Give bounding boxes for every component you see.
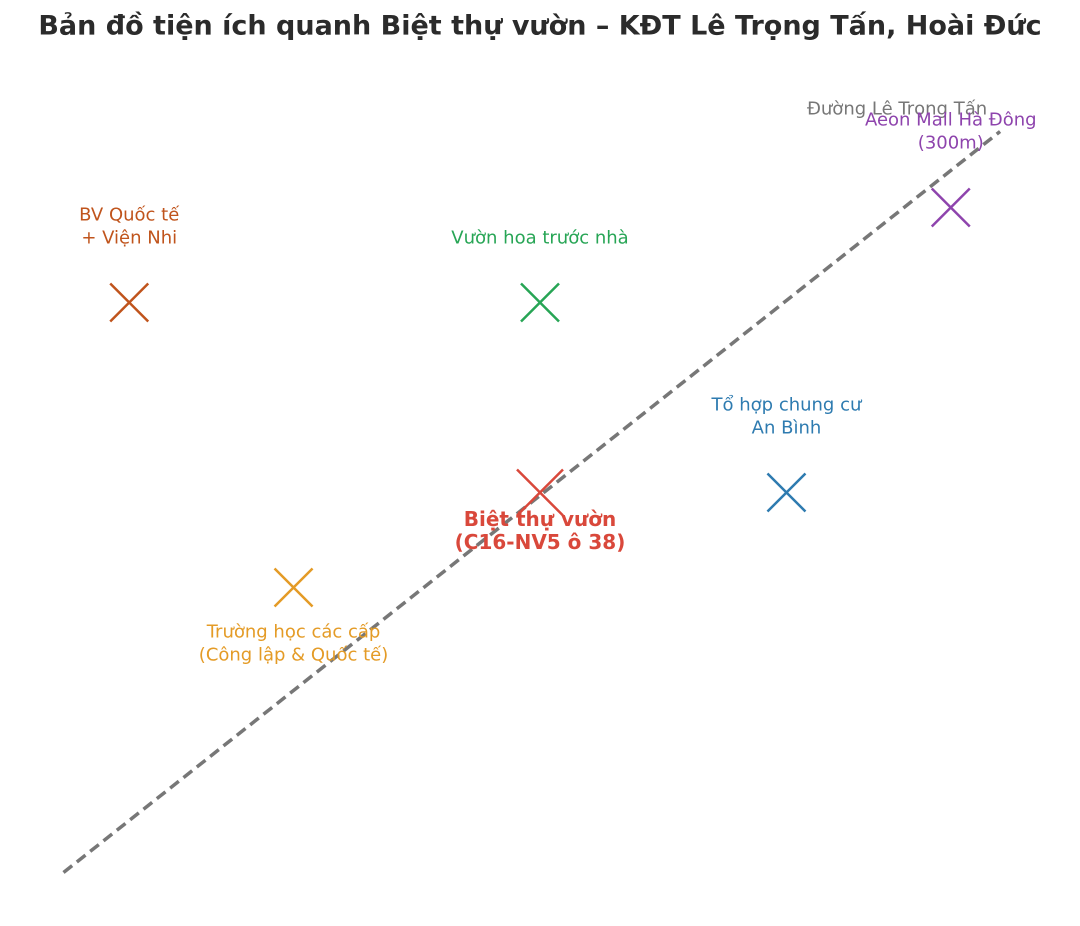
marker [930, 187, 971, 228]
point-label: (300m) [918, 133, 984, 154]
chart-title: Bản đồ tiện ích quanh Biệt thự vườn – KĐ… [38, 11, 1041, 42]
point-label: Biệt thự vườn [464, 507, 616, 531]
point-label: An Bình [752, 418, 822, 439]
point-label: Tổ hợp chung cư [711, 395, 863, 416]
point-label: BV Quốc tế [79, 205, 180, 226]
point-label: + Viện Nhi [81, 228, 177, 249]
point-label: (Công lập & Quốc tế) [199, 645, 388, 666]
point-label: Aeon Mall Hà Đông [865, 110, 1037, 131]
point-label: Vườn hoa trước nhà [451, 228, 628, 249]
road-label: Đường Lê Trọng Tấn [807, 99, 987, 120]
marker [516, 468, 564, 517]
marker [109, 282, 150, 323]
point-label: Trường học các cấp [206, 622, 381, 643]
marker [766, 472, 807, 513]
marker [273, 567, 314, 608]
marker [520, 282, 560, 323]
point-label: (C16-NV5 ô 38) [455, 530, 626, 554]
